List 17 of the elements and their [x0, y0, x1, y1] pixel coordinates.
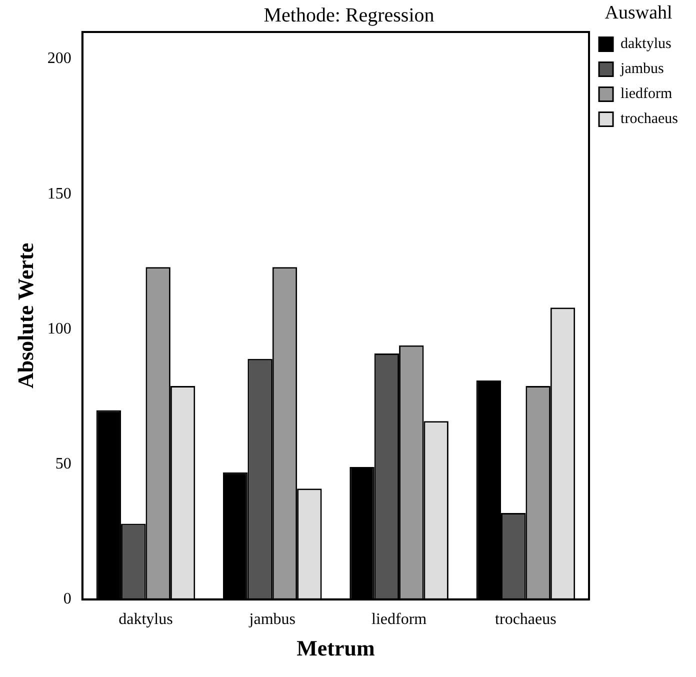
y-tick-label: 0	[63, 590, 72, 608]
y-axis-title: Absolute Werte	[12, 242, 38, 389]
legend-title: Auswahl	[604, 2, 672, 24]
y-tick-label: 150	[47, 185, 72, 202]
legend-label: liedform	[620, 86, 673, 102]
x-tick-label: liedform	[371, 611, 428, 628]
y-tick-label: 200	[47, 50, 72, 68]
x-tick-label: trochaeus	[495, 611, 556, 628]
legend-label: daktylus	[620, 36, 672, 52]
y-tick-label: 100	[47, 320, 72, 338]
x-axis-title: Metrum	[296, 635, 375, 660]
x-tick-label: daktylus	[118, 611, 173, 628]
legend-label: jambus	[620, 61, 664, 78]
chart-title: Methode: Regression	[264, 4, 434, 26]
y-tick-label: 50	[55, 456, 72, 473]
x-tick-label: jambus	[248, 611, 296, 628]
legend-label: trochaeus	[620, 111, 678, 128]
